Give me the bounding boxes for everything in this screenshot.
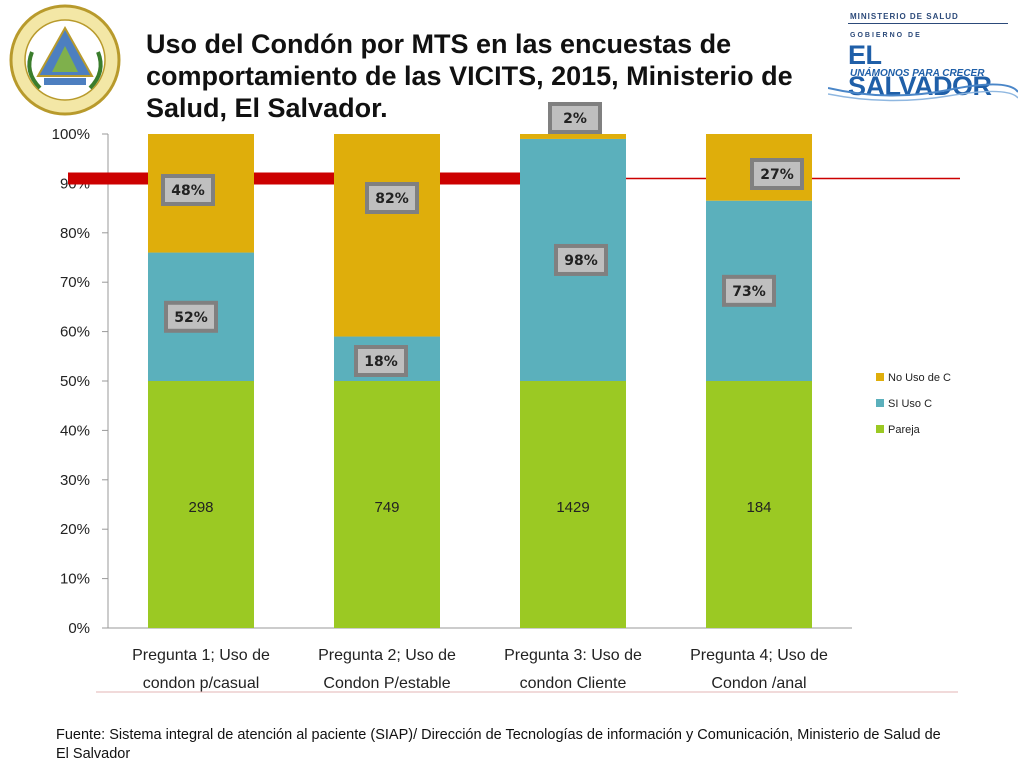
y-tick-label: 80%: [60, 225, 90, 242]
logo-divider: [848, 23, 1008, 24]
x-category-label: Pregunta 4; Uso de: [690, 647, 828, 664]
no-uso-percent-label-box-inner: [754, 162, 800, 186]
chart-title: Uso del Condón por MTS en las encuestas …: [146, 29, 793, 123]
y-tick-label: 30%: [60, 472, 90, 489]
logo-gov-label: GOBIERNO DE: [850, 32, 922, 39]
bar-segment-no-uso-de-c: [334, 134, 440, 337]
logo-ministry-text: MINISTERIO DE SALUD: [850, 12, 959, 21]
bar-segment-pareja: [334, 381, 440, 628]
legend-swatch: [876, 399, 884, 407]
si-uso-percent-label-box-inner: [358, 349, 404, 373]
legend-label: Pareja: [888, 424, 921, 436]
logo-wave-icon: [828, 83, 1018, 102]
pareja-count-label: 749: [374, 499, 399, 516]
legend-swatch: [876, 425, 884, 433]
no-uso-percent-label: 2%: [563, 111, 587, 127]
legend-label: SI Uso C: [888, 398, 932, 410]
gobierno-el-salvador-logo: MINISTERIO DE SALUD GOBIERNO DE EL SALVA…: [828, 6, 1018, 102]
x-category-label: condon Cliente: [520, 675, 627, 692]
x-category-label: Condon P/estable: [323, 675, 450, 692]
no-uso-percent-label: 82%: [375, 191, 409, 207]
pareja-count-label: 1429: [556, 499, 589, 516]
y-tick-label: 50%: [60, 373, 90, 390]
bar-segment-pareja: [520, 381, 626, 628]
y-tick-label: 40%: [60, 422, 90, 439]
no-uso-percent-label: 48%: [171, 183, 205, 199]
x-category-label: Pregunta 2; Uso de: [318, 647, 456, 664]
y-tick-label: 20%: [60, 521, 90, 538]
salvador-coat-of-arms-logo: [9, 4, 121, 116]
y-tick-label: 10%: [60, 571, 90, 588]
si-uso-percent-label: 18%: [364, 354, 398, 370]
legend-label: No Uso de C: [888, 372, 951, 384]
no-uso-percent-label-box-inner: [369, 186, 415, 210]
no-uso-percent-label-box-inner: [552, 106, 598, 130]
si-uso-percent-label: 98%: [564, 253, 598, 269]
si-uso-percent-label-box-inner: [558, 247, 604, 272]
x-category-label: condon p/casual: [143, 675, 260, 692]
source-footnote: Fuente: Sistema integral de atención al …: [56, 727, 941, 762]
no-uso-percent-label-box-inner: [165, 178, 211, 202]
logo-slogan-text: UNÁMONOS PARA CRECER: [850, 68, 985, 79]
bar-segment-no-uso-de-c: [520, 134, 626, 139]
no-uso-percent-label: 27%: [760, 167, 794, 183]
y-tick-label: 0%: [68, 620, 90, 637]
si-uso-percent-label: 52%: [174, 310, 208, 326]
legend-swatch: [876, 373, 884, 381]
pareja-count-label: 184: [746, 499, 771, 516]
y-tick-label: 70%: [60, 274, 90, 291]
si-uso-percent-label-box-inner: [168, 304, 214, 329]
bar-segment-pareja: [148, 381, 254, 628]
pareja-count-label: 298: [188, 499, 213, 516]
y-tick-label: 100%: [52, 126, 90, 143]
si-uso-percent-label: 73%: [732, 284, 766, 300]
x-category-label: Pregunta 1; Uso de: [132, 647, 270, 664]
x-category-label: Condon /anal: [711, 675, 806, 692]
bar-segment-pareja: [706, 381, 812, 628]
x-category-label: Pregunta 3: Uso de: [504, 647, 642, 664]
y-tick-label: 60%: [60, 324, 90, 341]
si-uso-percent-label-box-inner: [726, 278, 772, 303]
